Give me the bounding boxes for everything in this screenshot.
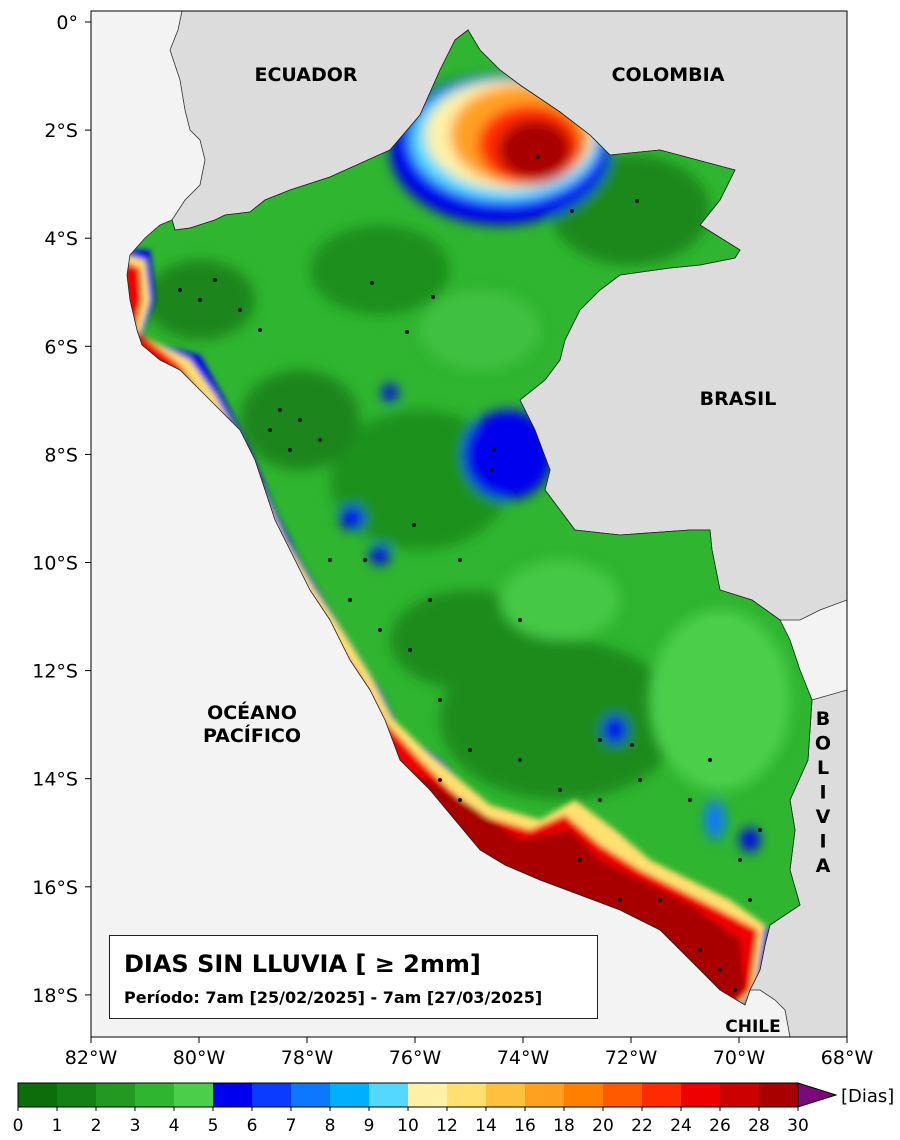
label-ecuador: ECUADOR <box>254 64 357 86</box>
colorbar-swatch <box>486 1083 526 1107</box>
lat-tick-label: 8°S <box>44 444 78 466</box>
colorbar-tick-label: 14 <box>475 1116 497 1136</box>
colorbar-tick-label: 22 <box>631 1116 653 1136</box>
colorbar-tick-label: 16 <box>514 1116 536 1136</box>
map-frame <box>90 10 848 1038</box>
colorbar-swatch <box>135 1083 175 1107</box>
colorbar-swatch <box>408 1083 448 1107</box>
lon-tick-label: 82°W <box>65 1047 118 1069</box>
lon-tick-label: 78°W <box>281 1047 334 1069</box>
lon-tick-label: 76°W <box>389 1047 442 1069</box>
lon-tick-label: 68°W <box>821 1047 874 1069</box>
lat-tick-label: 12°S <box>32 661 78 683</box>
colorbar-tick-label: 9 <box>364 1116 375 1136</box>
colorbar-tick-label: 2 <box>91 1116 102 1136</box>
lat-tick-label: 0° <box>56 12 78 34</box>
colorbar-swatch <box>759 1083 799 1107</box>
colorbar-swatch <box>57 1083 97 1107</box>
colorbar-tick-label: 10 <box>397 1116 419 1136</box>
colorbar-swatch <box>291 1083 331 1107</box>
lat-tick-label: 4°S <box>44 228 78 250</box>
colorbar-tick-label: 30 <box>787 1116 809 1136</box>
lat-tick-label: 2°S <box>44 120 78 142</box>
lat-tick-label: 10°S <box>32 553 78 575</box>
label-colombia: COLOMBIA <box>612 64 725 86</box>
colorbar-swatch <box>447 1083 487 1107</box>
peru-border <box>126 29 813 1006</box>
colorbar-tick-label: 28 <box>748 1116 770 1136</box>
bolivia-letter: L <box>817 757 829 779</box>
bolivia-letter: A <box>816 855 831 877</box>
colorbar-tick-label: 6 <box>247 1116 258 1136</box>
period-subtitle: Período: 7am [25/02/2025] - 7am [27/03/2… <box>124 988 543 1007</box>
lat-tick-label: 18°S <box>32 985 78 1007</box>
colorbar-swatch <box>525 1083 565 1107</box>
bolivia-letter: B <box>816 708 830 730</box>
lat-tick-label: 16°S <box>32 877 78 899</box>
lat-tick-label: 6°S <box>44 336 78 358</box>
colorbar-extend-arrow <box>797 1082 838 1108</box>
lon-tick-label: 70°W <box>713 1047 766 1069</box>
colorbar-swatch <box>96 1083 136 1107</box>
lon-tick-label: 72°W <box>605 1047 658 1069</box>
colorbar-swatch <box>252 1083 292 1107</box>
colorbar-swatch <box>720 1083 760 1107</box>
colorbar-tick-label: 3 <box>130 1116 141 1136</box>
colorbar-tick-label: 4 <box>169 1116 180 1136</box>
lon-tick-label: 74°W <box>497 1047 550 1069</box>
colorbar-tick-label: 18 <box>553 1116 575 1136</box>
colorbar-unit: [Dias] <box>841 1086 895 1107</box>
colorbar-tick-label: 8 <box>325 1116 336 1136</box>
bolivia-letter: O <box>815 733 831 755</box>
bolivia-letter: I <box>819 782 826 804</box>
title-box: DIAS SIN LLUVIA [ ≥ 2mm] Período: 7am [2… <box>109 935 598 1019</box>
colorbar-tick-label: 20 <box>592 1116 614 1136</box>
colorbar-swatch <box>213 1083 253 1107</box>
map-title: DIAS SIN LLUVIA [ ≥ 2mm] <box>124 950 481 978</box>
colorbar-tick-labels: 0 1 2 3 4 5 6 7 8 9 10 12 14 16 18 20 22 24 26 28 30 <box>13 1107 809 1136</box>
colorbar-swatch <box>174 1083 214 1107</box>
colorbar-swatch <box>330 1083 370 1107</box>
label-ocean-2: PACÍFICO <box>203 724 301 747</box>
lat-tick-label: 14°S <box>32 769 78 791</box>
colorbar-tick-label: 24 <box>670 1116 692 1136</box>
latitude-axis: 0° 2°S 4°S 6°S 8°S 10°S 12°S 14°S 16°S 18°S <box>32 12 91 1007</box>
colorbar-swatch <box>681 1083 721 1107</box>
bolivia-letter: V <box>816 806 831 828</box>
colorbar-tick-label: 12 <box>436 1116 458 1136</box>
label-ocean-1: OCÉANO <box>207 701 297 724</box>
colorbar-tick-label: 7 <box>286 1116 297 1136</box>
label-brasil: BRASIL <box>700 388 777 410</box>
colorbar-swatch <box>18 1083 58 1107</box>
longitude-axis: 82°W 80°W 78°W 76°W 74°W 72°W 70°W 68°W <box>65 1037 874 1069</box>
lon-tick-label: 80°W <box>173 1047 226 1069</box>
colorbar-swatch <box>564 1083 604 1107</box>
colorbar <box>17 1082 838 1108</box>
colorbar-swatch <box>642 1083 682 1107</box>
colorbar-swatch <box>603 1083 643 1107</box>
colorbar-tick-label: 0 <box>13 1116 24 1136</box>
colorbar-tick-label: 26 <box>709 1116 731 1136</box>
colorbar-tick-label: 5 <box>208 1116 219 1136</box>
colorbar-swatch <box>369 1083 409 1107</box>
label-chile: CHILE <box>725 1017 780 1037</box>
colorbar-tick-label: 1 <box>52 1116 63 1136</box>
bolivia-letter: I <box>819 831 826 853</box>
